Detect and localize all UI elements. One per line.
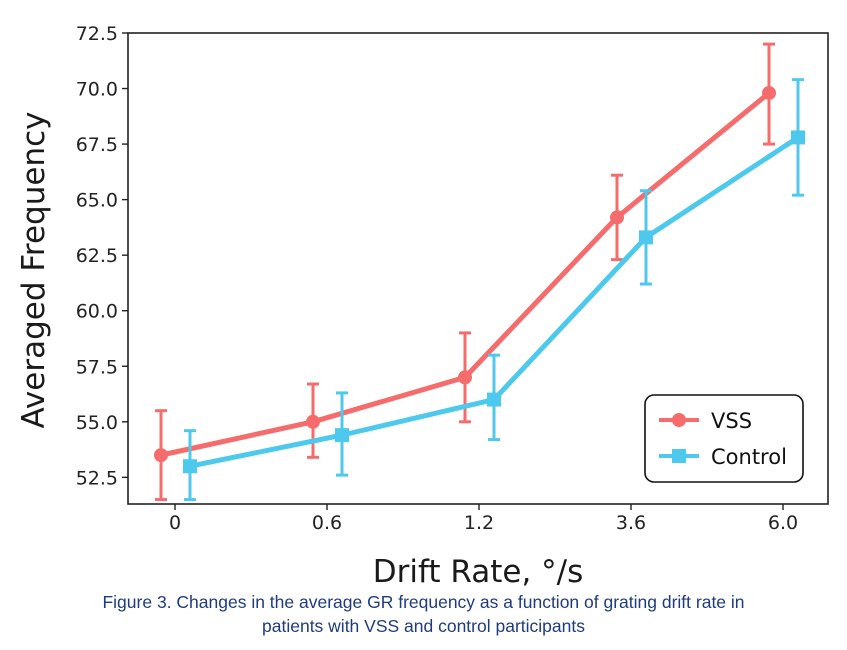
legend-label-vss: VSS xyxy=(711,409,752,433)
caption-line-1: Figure 3. Changes in the average GR freq… xyxy=(102,592,745,612)
legend-marker-vss xyxy=(672,413,686,427)
y-tick-label: 65.0 xyxy=(76,190,118,212)
y-tick-label: 70.0 xyxy=(76,79,118,101)
line-chart: 52.5 55.0 57.5 60.0 62.5 65.0 67.5 70.0 72.5 0 0.… xyxy=(16,23,829,590)
x-tick-label: 6.0 xyxy=(768,512,798,534)
x-tick-label: 0 xyxy=(169,512,181,534)
legend-marker-control xyxy=(672,449,686,463)
series-control xyxy=(183,78,805,502)
y-tick-label: 62.5 xyxy=(76,245,118,267)
data-point-vss xyxy=(610,210,624,225)
series-layer xyxy=(154,42,805,502)
y-tick-label: 72.5 xyxy=(76,23,118,45)
x-tick-label: 0.6 xyxy=(312,512,342,534)
data-point-vss xyxy=(306,414,320,429)
y-axis: 52.5 55.0 57.5 60.0 62.5 65.0 67.5 70.0 72.5 xyxy=(76,23,128,489)
legend: VSS Control xyxy=(644,394,804,483)
data-point-control xyxy=(487,392,501,407)
x-tick-label: 1.2 xyxy=(464,512,494,534)
data-point-vss xyxy=(458,370,472,385)
x-axis-title: Drift Rate, °/s xyxy=(373,554,584,590)
x-axis: 0 0.6 1.2 3.6 6.0 xyxy=(169,504,798,534)
figure-caption: Figure 3. Changes in the average GR freq… xyxy=(20,590,827,638)
legend-label-control: Control xyxy=(711,445,787,469)
data-point-control xyxy=(639,230,653,245)
y-tick-label: 60.0 xyxy=(76,301,118,323)
data-point-vss xyxy=(154,448,168,463)
series-vss xyxy=(154,42,776,502)
y-tick-label: 52.5 xyxy=(76,467,118,489)
y-tick-label: 67.5 xyxy=(76,134,118,156)
data-point-control xyxy=(791,130,805,145)
data-point-control xyxy=(335,428,349,443)
y-tick-label: 55.0 xyxy=(76,412,118,434)
data-point-control xyxy=(183,459,197,474)
data-point-vss xyxy=(762,85,776,100)
caption-line-2: patients with VSS and control participan… xyxy=(262,616,585,636)
x-tick-label: 3.6 xyxy=(616,512,646,534)
y-axis-title: Averaged Frequency xyxy=(16,112,52,429)
y-tick-label: 57.5 xyxy=(76,356,118,378)
